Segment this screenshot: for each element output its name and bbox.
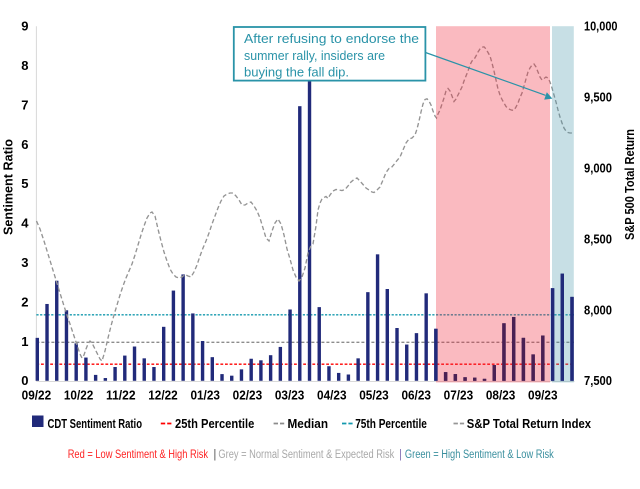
svg-text:7: 7 [21, 97, 28, 112]
svg-text:Red = Low Sentiment & High Ris: Red = Low Sentiment & High Risk [68, 447, 209, 461]
svg-text:buying the fall dip.: buying the fall dip. [244, 65, 349, 80]
svg-text:|: | [213, 449, 216, 461]
svg-text:Median: Median [288, 417, 329, 431]
svg-text:3: 3 [21, 255, 28, 270]
svg-text:S&P Total Return Index: S&P Total Return Index [467, 417, 591, 431]
svg-text:7,500: 7,500 [584, 373, 612, 388]
svg-text:8,500: 8,500 [584, 231, 612, 246]
svg-text:|: | [399, 449, 402, 461]
svg-text:9,000: 9,000 [584, 160, 612, 175]
svg-text:CDT Sentiment Ratio: CDT Sentiment Ratio [48, 417, 143, 431]
svg-text:9,500: 9,500 [584, 90, 612, 105]
svg-text:03/23: 03/23 [275, 387, 305, 402]
svg-text:8: 8 [21, 58, 28, 73]
svg-text:02/23: 02/23 [233, 387, 263, 402]
svg-text:Green = High Sentiment & Low R: Green = High Sentiment & Low Risk [405, 449, 554, 461]
svg-text:01/23: 01/23 [190, 387, 220, 402]
svg-text:09/22: 09/22 [22, 387, 52, 402]
svg-text:10/22: 10/22 [64, 387, 94, 402]
svg-text:05/23: 05/23 [359, 387, 389, 402]
svg-text:After refusing to endorse the: After refusing to endorse the [244, 31, 419, 46]
svg-text:6: 6 [21, 137, 28, 152]
svg-text:5: 5 [21, 176, 28, 191]
svg-text:Sentiment Ratio: Sentiment Ratio [1, 139, 16, 235]
svg-text:summer rally, insiders are: summer rally, insiders are [244, 48, 385, 63]
svg-text:04/23: 04/23 [317, 387, 347, 402]
svg-text:Grey = Normal Sentiment & Expe: Grey = Normal Sentiment & Expected Risk [218, 449, 394, 461]
svg-text:07/23: 07/23 [444, 387, 474, 402]
svg-text:75th Percentile: 75th Percentile [355, 417, 427, 431]
svg-text:8,000: 8,000 [584, 302, 612, 317]
svg-text:S&P 500 Total Return: S&P 500 Total Return [622, 129, 637, 240]
svg-text:09/23: 09/23 [528, 387, 558, 402]
svg-text:08/23: 08/23 [486, 387, 516, 402]
svg-text:25th Percentile: 25th Percentile [175, 417, 254, 431]
svg-text:06/23: 06/23 [401, 387, 431, 402]
svg-text:9: 9 [21, 19, 28, 34]
svg-text:0: 0 [21, 373, 28, 388]
svg-text:1: 1 [21, 334, 28, 349]
svg-text:4: 4 [21, 216, 29, 231]
svg-text:12/22: 12/22 [148, 387, 178, 402]
svg-text:10,000: 10,000 [584, 19, 618, 34]
svg-text:11/22: 11/22 [106, 387, 136, 402]
svg-text:2: 2 [21, 294, 28, 309]
